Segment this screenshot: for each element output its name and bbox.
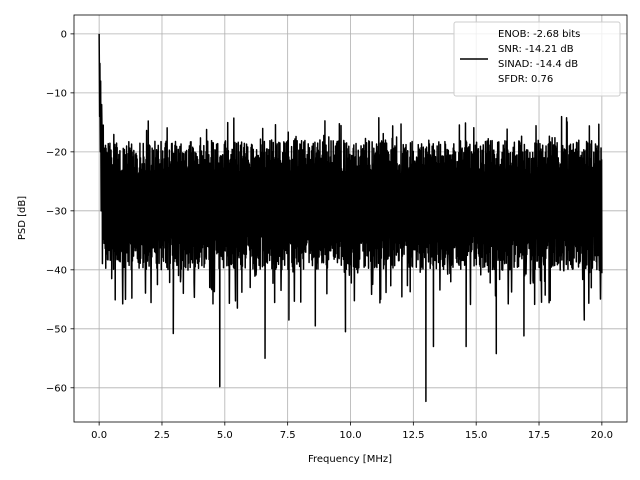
y-tick-label: −40 xyxy=(46,265,67,276)
x-axis-ticks: 0.0 2.5 5.0 7.5 10.0 12.5 15.0 17.5 20.0 xyxy=(91,422,613,441)
x-tick-label: 17.5 xyxy=(528,430,550,441)
x-tick-label: 15.0 xyxy=(465,430,487,441)
y-axis-ticks: 0 −10 −20 −30 −40 −50 −60 xyxy=(46,29,74,394)
x-tick-label: 7.5 xyxy=(280,430,296,441)
y-tick-label: −30 xyxy=(46,206,67,217)
legend-line-sfdr: SFDR: 0.76 xyxy=(498,74,553,85)
y-tick-label: −50 xyxy=(46,324,67,335)
y-axis-label: PSD [dB] xyxy=(17,196,28,240)
legend-line-sinad: SINAD: -14.4 dB xyxy=(498,59,578,70)
y-tick-label: 0 xyxy=(61,29,67,40)
legend-line-enob: ENOB: -2.68 bits xyxy=(498,29,580,40)
legend-line-snr: SNR: -14.21 dB xyxy=(498,44,574,55)
x-tick-label: 2.5 xyxy=(154,430,170,441)
y-tick-label: −20 xyxy=(46,147,67,158)
legend-box xyxy=(453,21,621,97)
x-tick-label: 10.0 xyxy=(339,430,361,441)
x-tick-label: 20.0 xyxy=(591,430,613,441)
y-tick-label: −10 xyxy=(46,88,67,99)
x-axis-label: Frequency [MHz] xyxy=(308,454,392,465)
x-tick-label: 0.0 xyxy=(91,430,107,441)
series-line-0 xyxy=(98,33,603,403)
legend: ENOB: -2.68 bits SNR: -14.21 dB SINAD: -… xyxy=(453,21,621,97)
x-tick-label: 5.0 xyxy=(217,430,233,441)
x-tick-label: 12.5 xyxy=(402,430,424,441)
y-tick-label: −60 xyxy=(46,383,67,394)
